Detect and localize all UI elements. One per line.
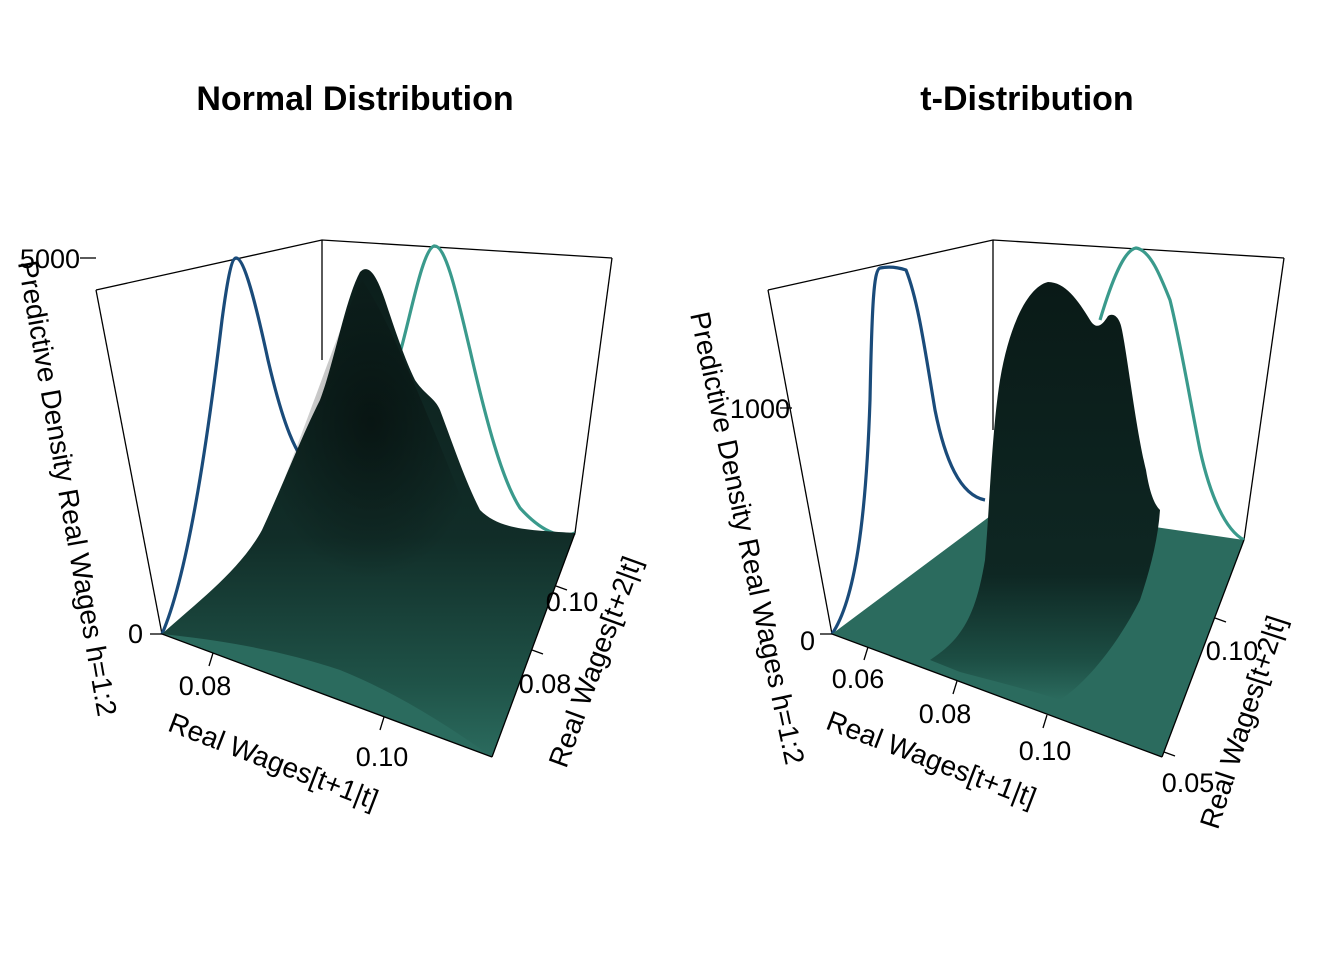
marginal-curve-y (396, 244, 576, 537)
panel-normal: Normal Distribution 0 5000 (12, 80, 648, 815)
z-tick-label: 1000 (730, 394, 790, 424)
z-axis: 0 1000 (730, 394, 832, 656)
marginal-curve-x (160, 256, 315, 635)
x-tick-label: 0.06 (832, 664, 885, 694)
z-axis: 0 5000 (20, 244, 162, 649)
z-axis-label: Predictive Density Real Wages h=1:2 (684, 309, 810, 767)
x-tick-label: 0.10 (356, 742, 409, 772)
y-tick-label: 0.10 (1206, 636, 1259, 666)
density-shade (250, 280, 470, 595)
marginal-curve-y (1098, 246, 1245, 542)
chart-title: Normal Distribution (196, 80, 513, 118)
x-tick-label: 0.08 (179, 671, 232, 701)
x-tick-label: 0.10 (1019, 736, 1072, 766)
density-surface (930, 282, 1160, 700)
z-tick-label: 0 (800, 626, 815, 656)
y-tick-label: 0.08 (519, 669, 572, 699)
x-tick-label: 0.08 (919, 699, 972, 729)
y-tick-label: 0.05 (1162, 768, 1215, 798)
z-tick-label: 0 (128, 619, 143, 649)
panel-t: t-Distribution 0 1000 0.06 0.08 0.10 Rea (684, 80, 1292, 832)
chart-title: t-Distribution (920, 80, 1133, 118)
y-axis-label: Real Wages[t+2|t] (543, 552, 648, 771)
plot-frame (767, 239, 1285, 635)
x-axis-label: Real Wages[t+1|t] (164, 707, 382, 815)
z-tick-label: 5000 (20, 244, 80, 274)
plot-frame (80, 239, 613, 635)
marginal-curve-x (830, 265, 986, 635)
y-tick-label: 0.10 (546, 587, 599, 617)
z-axis-label: Predictive Density Real Wages h=1:2 (12, 258, 123, 718)
